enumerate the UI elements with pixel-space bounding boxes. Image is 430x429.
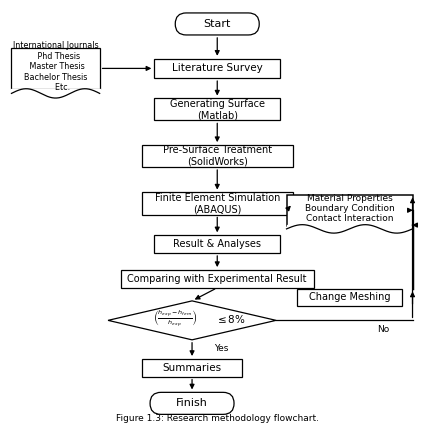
Polygon shape — [108, 301, 276, 340]
Text: No: No — [377, 325, 389, 334]
FancyBboxPatch shape — [154, 235, 280, 253]
Text: Figure 1.3: Research methodology flowchart.: Figure 1.3: Research methodology flowcha… — [116, 414, 319, 423]
FancyBboxPatch shape — [286, 195, 412, 226]
FancyBboxPatch shape — [154, 99, 280, 121]
FancyBboxPatch shape — [141, 359, 243, 377]
Text: Material Properties
Boundary Condition
Contact Interaction: Material Properties Boundary Condition C… — [305, 193, 394, 224]
Text: Generating Surface
(Matlab): Generating Surface (Matlab) — [170, 99, 265, 120]
Text: International Journals
   Phd Thesis
 Master Thesis
Bachelor Thesis
      Etc.: International Journals Phd Thesis Master… — [13, 42, 98, 92]
Text: $\left(\frac{h_{exp}-h_{fem}}{h_{exp}}\right)$: $\left(\frac{h_{exp}-h_{fem}}{h_{exp}}\r… — [153, 308, 198, 329]
Text: Yes: Yes — [214, 344, 229, 353]
Text: $\leq 8\%$: $\leq 8\%$ — [215, 313, 245, 325]
Text: Finish: Finish — [176, 399, 208, 408]
FancyBboxPatch shape — [141, 193, 293, 214]
FancyBboxPatch shape — [154, 59, 280, 78]
Text: Finite Element Simulation
(ABAQUS): Finite Element Simulation (ABAQUS) — [154, 193, 280, 214]
Text: Summaries: Summaries — [163, 363, 221, 373]
FancyBboxPatch shape — [12, 48, 100, 89]
FancyBboxPatch shape — [141, 145, 293, 167]
FancyBboxPatch shape — [121, 270, 314, 288]
FancyBboxPatch shape — [297, 289, 402, 306]
Text: Literature Survey: Literature Survey — [172, 63, 263, 73]
Text: Comparing with Experimental Result: Comparing with Experimental Result — [127, 274, 307, 284]
FancyBboxPatch shape — [150, 393, 234, 414]
Text: Start: Start — [203, 19, 231, 29]
FancyBboxPatch shape — [175, 13, 259, 35]
Text: Pre-Surface Treatment
(SolidWorks): Pre-Surface Treatment (SolidWorks) — [163, 145, 272, 167]
Text: Result & Analyses: Result & Analyses — [173, 239, 261, 249]
Text: Change Meshing: Change Meshing — [309, 293, 390, 302]
